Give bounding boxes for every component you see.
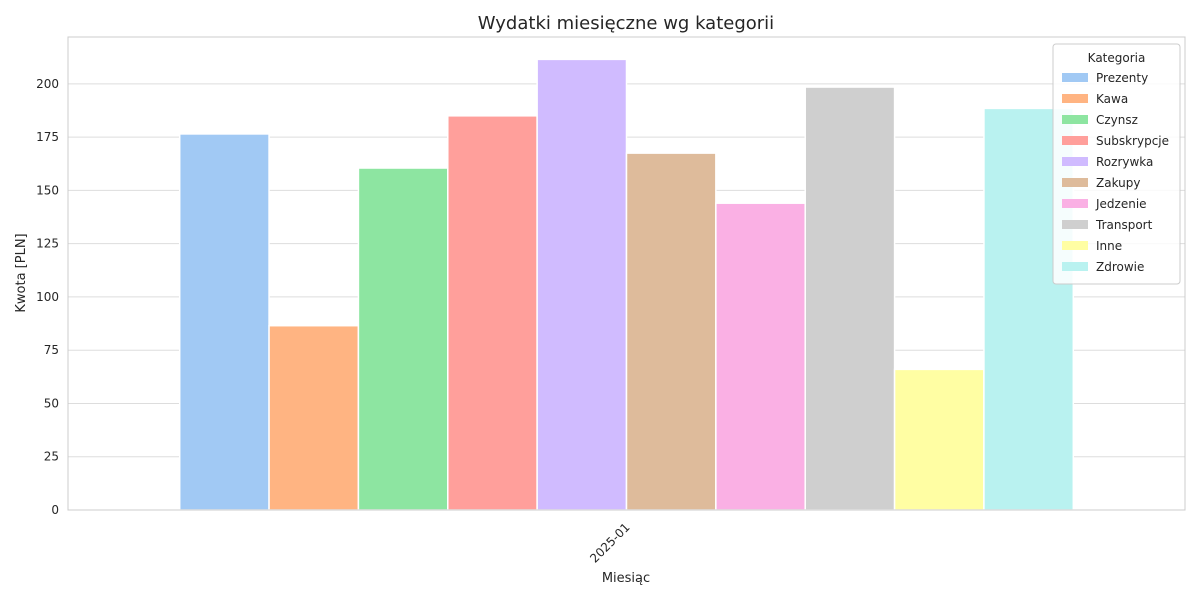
bar-zakupy xyxy=(625,152,717,511)
legend-swatch xyxy=(1062,178,1088,187)
bar-inne xyxy=(893,368,985,511)
bar-prezenty xyxy=(178,133,270,511)
legend-swatch xyxy=(1062,220,1088,229)
legend-label: Inne xyxy=(1096,239,1122,253)
bar-kawa xyxy=(268,324,360,511)
legend-swatch xyxy=(1062,241,1088,250)
legend-swatch xyxy=(1062,73,1088,82)
legend-label: Kawa xyxy=(1096,92,1128,106)
legend-swatch xyxy=(1062,157,1088,166)
legend: Kategoria Prezenty Kawa Czynsz Subskrypcje Ro… xyxy=(1052,43,1181,285)
y-tick-label: 25 xyxy=(44,450,59,464)
legend-label: Zdrowie xyxy=(1096,260,1144,274)
bar-subskrypcje xyxy=(447,115,538,511)
legend-label: Czynsz xyxy=(1096,113,1138,127)
bar-czynsz xyxy=(357,167,449,511)
legend-label: Zakupy xyxy=(1096,176,1140,190)
chart-title: Wydatki miesięczne wg kategorii xyxy=(478,13,774,34)
legend-swatch xyxy=(1062,115,1088,124)
y-tick-label: 150 xyxy=(36,183,59,197)
y-tick-label: 200 xyxy=(36,77,59,91)
y-tick-label: 175 xyxy=(36,130,59,144)
x-axis-ticks: 2025-01 xyxy=(587,520,632,565)
y-tick-label: 50 xyxy=(44,396,59,410)
y-tick-label: 100 xyxy=(36,290,59,304)
bar-rozrywka xyxy=(536,58,628,511)
y-tick-label: 75 xyxy=(44,343,59,357)
bar-transport xyxy=(804,86,896,511)
legend-label: Rozrywka xyxy=(1096,155,1153,169)
legend-label: Jedzenie xyxy=(1095,197,1147,211)
legend-swatch xyxy=(1062,262,1088,271)
y-axis-ticks: 0 25 50 75 100 125 150 175 200 xyxy=(36,77,59,517)
legend-swatch xyxy=(1062,199,1088,208)
legend-label: Subskrypcje xyxy=(1096,134,1169,148)
y-tick-label: 125 xyxy=(36,237,59,251)
x-axis-label: Miesiąc xyxy=(602,571,650,586)
legend-swatch xyxy=(1062,94,1088,103)
legend-swatch xyxy=(1062,136,1088,145)
plot-frame xyxy=(67,36,1186,511)
x-tick-label: 2025-01 xyxy=(587,520,632,565)
legend-title: Kategoria xyxy=(1088,51,1146,65)
bar-jedzenie xyxy=(715,202,806,511)
legend-label: Transport xyxy=(1095,218,1153,232)
y-tick-label: 0 xyxy=(51,503,59,517)
bars xyxy=(178,58,1075,511)
legend-label: Prezenty xyxy=(1096,71,1148,85)
y-axis-label: Kwota [PLN] xyxy=(14,233,29,312)
